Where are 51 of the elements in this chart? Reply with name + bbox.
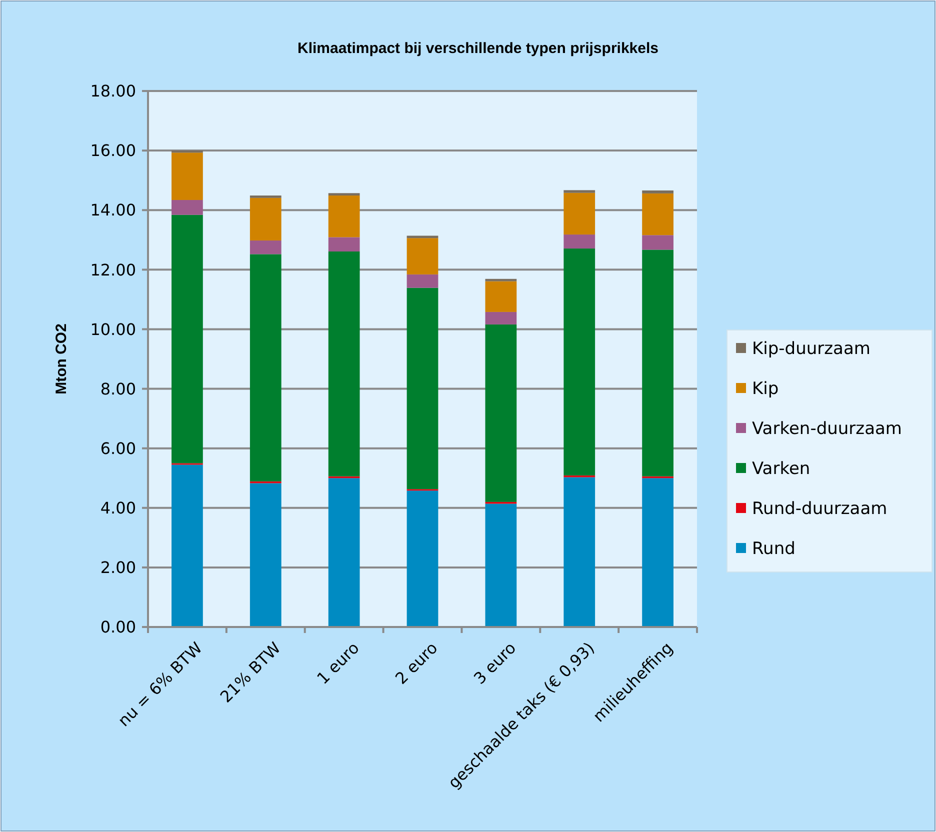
- legend-label: Kip-duurzaam: [752, 338, 870, 359]
- bar: [564, 192, 596, 235]
- bar: [328, 478, 360, 627]
- bar: [485, 278, 517, 282]
- bar: [642, 250, 674, 476]
- bar: [564, 477, 596, 627]
- legend-label: Rund-duurzaam: [752, 498, 888, 519]
- bar: [406, 288, 438, 490]
- y-tick-label: 18.00: [90, 82, 136, 101]
- bar: [406, 274, 438, 288]
- bar: [250, 198, 282, 240]
- y-tick-label: 4.00: [100, 498, 136, 518]
- bar: [642, 190, 674, 194]
- legend-label: Varken: [752, 458, 810, 479]
- legend-label: Kip: [752, 378, 779, 399]
- legend-label: Varken-duurzaam: [752, 418, 902, 439]
- bar: [485, 504, 517, 627]
- bar: [485, 312, 517, 324]
- bar: [406, 236, 438, 238]
- y-tick-label: 0.00: [100, 618, 136, 637]
- y-tick-label: 10.00: [90, 320, 136, 339]
- y-tick-label: 2.00: [100, 558, 136, 578]
- y-tick-label: 12.00: [90, 260, 136, 280]
- bar: [250, 240, 282, 254]
- bar: [172, 200, 203, 215]
- bar: [485, 324, 517, 502]
- bar: [406, 238, 438, 274]
- bar: [172, 464, 203, 627]
- bar: [328, 237, 360, 252]
- bar: [172, 152, 203, 200]
- bar: [642, 478, 674, 627]
- bar: [564, 234, 596, 249]
- bar: [564, 248, 596, 476]
- bar: [328, 252, 360, 476]
- bar: [642, 193, 674, 236]
- y-tick-label: 6.00: [100, 438, 136, 458]
- legend-label: Rund: [752, 538, 796, 559]
- y-tick-label: 16.00: [90, 141, 136, 160]
- bar: [250, 254, 282, 482]
- bar: [564, 190, 596, 193]
- bar: [642, 235, 674, 250]
- bar: [328, 193, 360, 196]
- y-axis-title: Mton CO2: [53, 324, 70, 394]
- y-tick-label: 8.00: [100, 379, 136, 398]
- bar: [172, 214, 203, 464]
- bar: [328, 196, 360, 238]
- bar: [485, 281, 517, 312]
- bar: [406, 490, 438, 627]
- chart-title: Klimaatimpact bij verschillende typen prijsprikkels: [298, 40, 658, 57]
- bar: [250, 483, 282, 627]
- y-tick-label: 14.00: [90, 200, 136, 220]
